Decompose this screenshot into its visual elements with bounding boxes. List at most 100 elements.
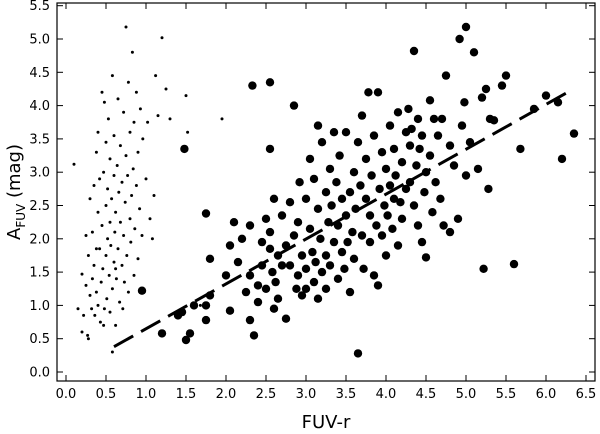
x-tick-label: 6.0 <box>536 387 557 402</box>
small-data-point <box>138 207 142 211</box>
large-data-point <box>359 264 368 273</box>
large-data-point <box>309 174 319 184</box>
large-data-point <box>301 194 311 203</box>
small-data-point <box>102 323 106 327</box>
large-data-point <box>181 335 191 345</box>
y-tick-label: 5.0 <box>29 33 50 48</box>
large-data-point <box>365 237 375 247</box>
small-data-point <box>144 177 148 181</box>
small-data-point <box>126 290 130 294</box>
large-data-point <box>157 329 167 338</box>
small-data-point <box>186 130 190 134</box>
large-data-point <box>253 297 263 307</box>
large-data-point <box>305 154 315 164</box>
small-data-point <box>104 140 108 144</box>
small-data-point <box>114 210 118 214</box>
large-data-point <box>501 71 511 80</box>
small-data-point <box>125 254 129 257</box>
small-data-point <box>133 227 137 231</box>
x-tick-label: 1.5 <box>176 387 197 402</box>
small-data-point <box>168 117 172 121</box>
large-data-point <box>265 144 275 154</box>
large-data-point <box>367 171 376 180</box>
small-data-point <box>184 94 188 98</box>
large-data-point <box>569 129 579 138</box>
x-tick-label: 0.5 <box>96 387 117 402</box>
small-data-point <box>198 303 202 307</box>
small-data-point <box>86 337 90 341</box>
large-data-point <box>271 277 280 287</box>
small-data-point <box>92 263 96 267</box>
small-data-point <box>106 117 110 121</box>
small-data-point <box>86 254 90 257</box>
large-data-point <box>301 284 311 293</box>
small-data-point <box>108 310 112 314</box>
x-tick-label: 4.5 <box>416 387 437 402</box>
small-data-point <box>134 90 138 94</box>
large-data-point <box>356 181 365 190</box>
x-tick-label: 0.0 <box>56 387 77 402</box>
small-data-point <box>90 307 94 311</box>
small-data-point <box>96 210 100 214</box>
large-data-point <box>201 315 211 325</box>
large-data-point <box>457 121 467 130</box>
small-data-point <box>132 120 136 124</box>
large-data-point <box>393 241 403 250</box>
large-data-point <box>383 211 392 220</box>
small-data-point <box>80 330 84 334</box>
small-data-point <box>128 130 132 134</box>
small-data-point <box>98 320 102 324</box>
small-data-point <box>120 263 124 267</box>
large-data-point <box>327 201 336 210</box>
large-data-point <box>348 227 357 237</box>
x-tick-label: 5.5 <box>496 387 517 402</box>
large-data-point <box>369 271 379 280</box>
small-data-point <box>113 230 117 234</box>
large-data-point <box>405 141 415 150</box>
large-data-point <box>268 267 277 277</box>
fit-line <box>113 89 571 349</box>
y-tick-label: 4.0 <box>29 99 50 114</box>
large-data-point <box>391 171 400 180</box>
large-data-point <box>189 301 199 310</box>
small-data-point <box>141 137 145 141</box>
large-data-point <box>417 131 427 140</box>
small-data-point <box>94 247 98 251</box>
large-data-point <box>375 184 384 194</box>
large-data-point <box>337 194 347 203</box>
large-data-point <box>557 154 567 164</box>
large-data-point <box>393 108 403 117</box>
large-data-point <box>407 124 416 134</box>
large-data-point <box>308 247 317 257</box>
large-data-point <box>396 198 405 207</box>
small-data-point <box>100 90 104 94</box>
large-data-point <box>351 204 360 213</box>
large-data-point <box>388 224 397 233</box>
x-tick-label: 3.0 <box>296 387 317 402</box>
large-data-point <box>441 71 451 80</box>
large-data-point <box>225 241 235 250</box>
large-data-point <box>385 181 395 190</box>
large-data-point <box>277 211 287 220</box>
small-data-point <box>96 303 100 307</box>
large-data-point <box>337 247 347 257</box>
small-data-point <box>94 290 98 294</box>
small-data-point <box>122 110 126 114</box>
y-tick-label: 0.5 <box>29 332 50 347</box>
large-data-point <box>372 221 381 230</box>
large-data-point <box>349 168 359 177</box>
large-data-point <box>364 88 373 97</box>
large-data-point <box>321 251 331 260</box>
large-data-point <box>469 48 479 57</box>
small-data-point <box>102 170 106 174</box>
y-axis-title: AFUV (mag) <box>4 144 28 240</box>
y-tick-label: 1.5 <box>29 266 50 281</box>
small-data-point <box>156 114 160 118</box>
small-data-point <box>93 313 97 317</box>
large-data-point <box>245 221 255 230</box>
x-tick-label: 5.0 <box>456 387 477 402</box>
large-data-point <box>377 148 387 157</box>
small-data-point <box>92 184 96 187</box>
large-data-point <box>321 284 331 293</box>
large-data-point <box>361 194 371 203</box>
